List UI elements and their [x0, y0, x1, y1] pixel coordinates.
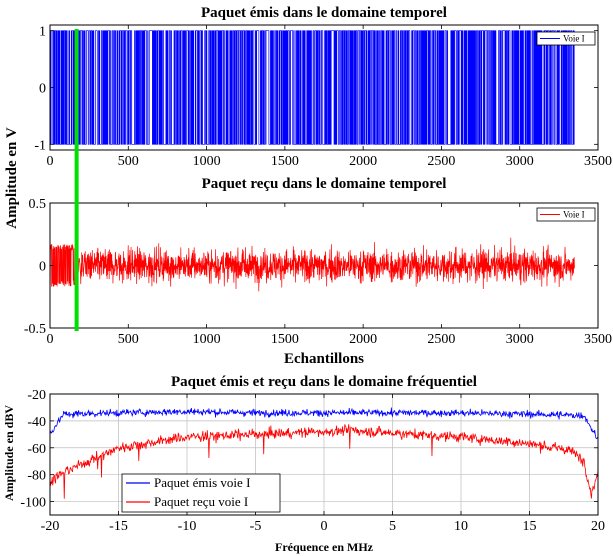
y-tick-label: -100 [20, 496, 46, 511]
y-tick-label: -0.5 [24, 322, 46, 337]
chart2-legend: Voie I [536, 207, 596, 222]
chart2-title: Paquet reçu dans le domaine temporel [202, 176, 447, 192]
x-tick-label: 15 [523, 519, 537, 534]
y-tick-label: -1 [34, 138, 46, 153]
x-tick-label: 3500 [584, 154, 612, 169]
x-tick-label: 1500 [271, 332, 299, 347]
x-tick-label: 3000 [506, 332, 534, 347]
chart3-legend-label-emis: Paquet émis voie I [154, 475, 250, 490]
x-tick-label: 2500 [427, 332, 455, 347]
y-tick-label: 0.5 [29, 197, 47, 212]
chart3-legend: Paquet émis voie I Paquet reçu voie I [121, 473, 281, 513]
y-tick-label: 1 [39, 25, 46, 40]
x-tick-label: 0 [321, 519, 328, 534]
y-tick-label: 0 [39, 82, 46, 97]
x-tick-label: 2000 [349, 332, 377, 347]
x-tick-label: 0 [47, 154, 54, 169]
y-tick-label: -80 [27, 469, 46, 484]
x-tick-label: 3000 [506, 154, 534, 169]
y-tick-label: -40 [27, 415, 46, 430]
x-tick-label: 2500 [427, 154, 455, 169]
y-tick-label: -20 [27, 388, 46, 403]
chart1-series-voie-i [50, 30, 575, 145]
x-tick-label: 20 [591, 519, 605, 534]
x-tick-label: 500 [118, 154, 139, 169]
chart1-legend: Voie I [536, 31, 596, 46]
x-tick-label: 1500 [271, 154, 299, 169]
chart2-xlabel: Echantillons [284, 351, 364, 367]
chart3-title: Paquet émis et reçu dans le domaine fréq… [171, 374, 477, 390]
chart3-series-recu [50, 424, 598, 499]
x-tick-label: -5 [250, 519, 262, 534]
x-tick-label: 500 [118, 332, 139, 347]
chart2-series-voie-i [50, 237, 575, 292]
x-tick-label: 1000 [193, 154, 221, 169]
chart3-xlabel: Fréquence en MHz [275, 540, 374, 554]
x-tick-label: -10 [178, 519, 197, 534]
chart3-legend-label-recu: Paquet reçu voie I [154, 494, 248, 509]
chart1-legend-label: Voie I [563, 34, 585, 44]
y-tick-label: -60 [27, 442, 46, 457]
x-tick-label: -20 [41, 519, 60, 534]
y-tick-label: 0 [39, 260, 46, 275]
x-tick-label: 5 [389, 519, 396, 534]
chart3-series-emis [50, 407, 598, 440]
x-tick-label: 10 [454, 519, 468, 534]
temporal-ylabel: Amplitude en V [4, 127, 20, 229]
chart3-ylabel: Amplitude en dBV [2, 405, 16, 501]
chart2-legend-label: Voie I [563, 210, 585, 220]
x-tick-label: 3500 [584, 332, 612, 347]
x-tick-label: 1000 [193, 332, 221, 347]
chart1-title: Paquet émis dans le domaine temporel [201, 5, 447, 21]
x-tick-label: -15 [109, 519, 128, 534]
x-tick-label: 0 [47, 332, 54, 347]
x-tick-label: 2000 [349, 154, 377, 169]
